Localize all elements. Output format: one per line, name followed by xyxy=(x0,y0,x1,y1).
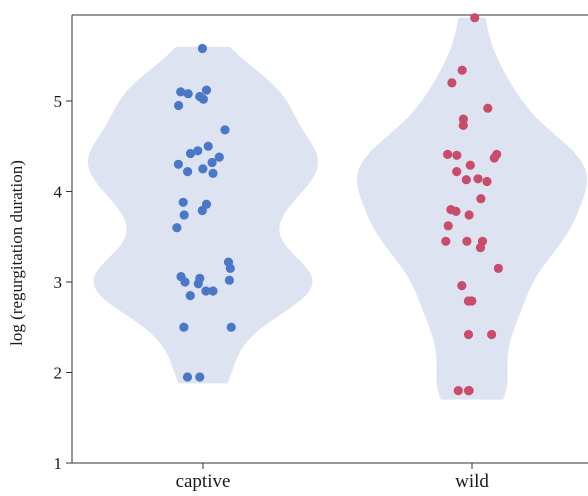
data-point-captive xyxy=(220,125,230,135)
data-point-captive xyxy=(198,94,208,104)
y-tick-label: 4 xyxy=(54,182,63,201)
data-point-captive xyxy=(203,141,213,151)
x-tick-label-wild: wild xyxy=(455,471,489,491)
data-point-wild xyxy=(453,386,463,396)
data-point-wild xyxy=(447,78,457,88)
data-point-captive xyxy=(183,167,193,177)
data-point-wild xyxy=(475,243,486,253)
data-point-captive xyxy=(226,322,236,332)
data-point-captive xyxy=(195,372,205,382)
data-point-wild xyxy=(464,210,474,220)
data-point-wild xyxy=(465,160,475,170)
data-point-wild xyxy=(452,150,462,160)
data-point-captive xyxy=(172,223,182,233)
y-tick-label: 5 xyxy=(54,92,63,111)
data-point-wild xyxy=(493,263,503,273)
data-point-wild xyxy=(458,120,468,130)
violins-layer xyxy=(88,17,587,400)
data-point-captive xyxy=(201,85,212,95)
y-axis-title: log (regurgitation duration) xyxy=(7,160,26,346)
y-tick-label: 2 xyxy=(54,363,63,382)
data-point-captive xyxy=(182,372,193,382)
data-point-wild xyxy=(451,206,461,216)
data-point-captive xyxy=(180,277,190,287)
data-point-wild xyxy=(441,236,451,246)
data-point-captive xyxy=(225,263,235,273)
data-point-wild xyxy=(463,386,474,396)
data-point-wild xyxy=(457,281,467,291)
data-point-wild xyxy=(470,13,480,23)
data-point-captive xyxy=(193,146,203,156)
data-point-wild xyxy=(452,167,462,177)
data-point-wild xyxy=(473,174,483,184)
points-layer xyxy=(172,13,503,396)
data-point-wild xyxy=(467,296,477,306)
data-point-wild xyxy=(482,176,492,187)
data-point-captive xyxy=(197,43,207,54)
data-point-wild xyxy=(443,221,453,231)
data-point-captive xyxy=(208,168,218,178)
data-point-captive xyxy=(176,87,186,97)
data-point-captive xyxy=(179,322,189,332)
data-point-wild xyxy=(487,329,497,340)
data-point-captive xyxy=(179,210,189,220)
data-point-captive xyxy=(197,205,207,216)
data-point-captive xyxy=(224,275,234,285)
axes-layer: 1 2 3 4 5 captive wild log (regurgitation durat… xyxy=(7,14,588,492)
data-point-captive xyxy=(174,100,184,111)
data-point-wild xyxy=(462,236,472,246)
data-point-wild xyxy=(489,153,499,163)
y-tick-label: 1 xyxy=(54,454,63,473)
data-point-captive xyxy=(193,279,203,289)
data-point-captive xyxy=(173,159,183,169)
data-point-captive xyxy=(214,152,224,162)
x-tick-label-captive: captive xyxy=(176,471,231,491)
y-tick-label: 3 xyxy=(54,273,63,292)
data-point-captive xyxy=(201,286,211,296)
data-point-wild xyxy=(457,65,467,75)
data-point-wild xyxy=(483,103,493,113)
data-point-captive xyxy=(208,286,218,296)
data-point-captive xyxy=(185,291,195,301)
data-point-captive xyxy=(178,197,188,207)
data-point-wild xyxy=(461,175,471,185)
data-point-captive xyxy=(185,148,196,159)
data-point-captive xyxy=(183,89,193,99)
data-point-wild xyxy=(443,149,453,159)
violin-wild xyxy=(357,17,587,400)
violin-captive xyxy=(88,46,318,384)
data-point-captive xyxy=(198,164,208,174)
data-point-captive xyxy=(207,157,217,168)
data-point-wild xyxy=(463,329,474,340)
data-point-wild xyxy=(476,194,486,204)
